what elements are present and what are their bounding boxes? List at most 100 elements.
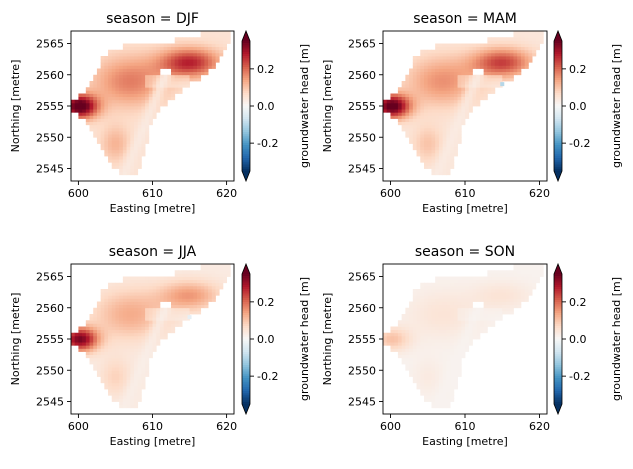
- heatmap-cell: [71, 109, 76, 113]
- heatmap-cell: [141, 131, 146, 135]
- heatmap-cell: [491, 273, 496, 277]
- colorbar-segment: [242, 58, 250, 61]
- heatmap-cell: [420, 335, 425, 340]
- heatmap-cell: [438, 389, 444, 393]
- heatmap-cell: [163, 310, 168, 315]
- heatmap-cell: [442, 77, 447, 82]
- heatmap-cell: [509, 52, 514, 57]
- heatmap-cell: [468, 285, 473, 290]
- heatmap-cell: [115, 373, 120, 377]
- heatmap-cell: [479, 43, 485, 48]
- heatmap-cell: [148, 68, 153, 73]
- heatmap-cell: [535, 279, 540, 284]
- heatmap-cell: [171, 96, 176, 101]
- heatmap-cell: [520, 62, 526, 66]
- heatmap-cell: [535, 267, 540, 271]
- heatmap-cell: [189, 273, 194, 277]
- heatmap-cell: [524, 289, 529, 293]
- heatmap-cell: [104, 124, 109, 129]
- heatmap-cell: [152, 62, 157, 66]
- heatmap-cell: [182, 282, 187, 287]
- heatmap-cell: [163, 96, 168, 101]
- heatmap-cell: [148, 96, 153, 101]
- heatmap-cell: [409, 320, 414, 324]
- heatmap-cell: [163, 93, 168, 98]
- heatmap-cell: [472, 43, 477, 48]
- heatmap-cell: [152, 307, 157, 312]
- heatmap-cell: [196, 307, 202, 312]
- heatmap-cell: [420, 143, 425, 148]
- heatmap-cell: [438, 342, 444, 346]
- heatmap-cell: [461, 348, 466, 352]
- heatmap-cell: [442, 118, 447, 123]
- heatmap-cell: [145, 106, 150, 110]
- heatmap-cell: [427, 124, 432, 129]
- heatmap-cell: [431, 351, 436, 356]
- heatmap-cell: [524, 276, 529, 281]
- heatmap-cell: [487, 87, 492, 91]
- heatmap-cell: [420, 137, 425, 141]
- heatmap-cell: [502, 71, 507, 76]
- heatmap-cell: [416, 364, 421, 368]
- heatmap-cell: [513, 46, 518, 51]
- heatmap-cell: [178, 71, 183, 76]
- heatmap-cell: [532, 43, 537, 48]
- heatmap-cell: [182, 298, 187, 302]
- heatmap-cell: [111, 392, 116, 396]
- heatmap-cell: [130, 168, 135, 173]
- heatmap-cell: [461, 332, 466, 337]
- heatmap-cell: [156, 56, 161, 60]
- heatmap-cell: [137, 367, 142, 371]
- heatmap-cell: [476, 56, 481, 60]
- heatmap-cell: [416, 106, 421, 110]
- heatmap-cell: [420, 282, 425, 287]
- heatmap-cell: [457, 93, 462, 98]
- heatmap-cell: [461, 320, 466, 324]
- heatmap-cell: [156, 339, 161, 343]
- heatmap-cell: [424, 323, 429, 327]
- heatmap-cell: [453, 71, 458, 76]
- heatmap-cell: [148, 87, 153, 91]
- heatmap-cell: [513, 298, 518, 302]
- heatmap-cell: [189, 46, 194, 51]
- heatmap-cell: [141, 295, 146, 299]
- heatmap-cell: [453, 59, 458, 63]
- heatmap-cell: [416, 115, 421, 119]
- heatmap-cell: [383, 102, 388, 107]
- heatmap-cell: [145, 326, 150, 331]
- heatmap-cell: [89, 124, 94, 129]
- colorbar-segment: [242, 80, 250, 83]
- heatmap-cell: [133, 156, 139, 160]
- heatmap-cell: [115, 152, 120, 157]
- heatmap-cell: [222, 40, 227, 44]
- heatmap-cell: [122, 314, 127, 318]
- colorbar-segment: [242, 108, 250, 111]
- heatmap-cell: [513, 59, 518, 63]
- heatmap-cell: [442, 81, 447, 85]
- heatmap-cell: [196, 304, 202, 309]
- y-tick-label: 2545: [348, 163, 376, 176]
- heatmap-cell: [174, 46, 179, 51]
- heatmap-cell: [178, 273, 183, 277]
- heatmap-cell: [133, 304, 139, 309]
- heatmap-cell: [457, 357, 462, 362]
- heatmap-cell: [409, 360, 414, 365]
- heatmap-cell: [204, 270, 209, 274]
- heatmap-cell: [535, 46, 540, 51]
- heatmap-cell: [104, 134, 109, 138]
- heatmap-cell: [442, 276, 447, 281]
- heatmap-cell: [420, 118, 425, 123]
- heatmap-cell: [532, 46, 537, 51]
- heatmap-cell: [479, 310, 485, 315]
- heatmap-cell: [89, 360, 94, 365]
- colorbar-segment: [554, 371, 562, 374]
- heatmap-cell: [119, 140, 124, 144]
- heatmap-cell: [502, 289, 507, 293]
- colorbar-segment: [242, 276, 250, 279]
- heatmap-cell: [185, 56, 190, 60]
- heatmap-cell: [89, 345, 94, 349]
- heatmap-cell: [509, 289, 514, 293]
- heatmap-cell: [141, 320, 146, 324]
- heatmap-cell: [178, 279, 183, 284]
- heatmap-cell: [196, 65, 202, 69]
